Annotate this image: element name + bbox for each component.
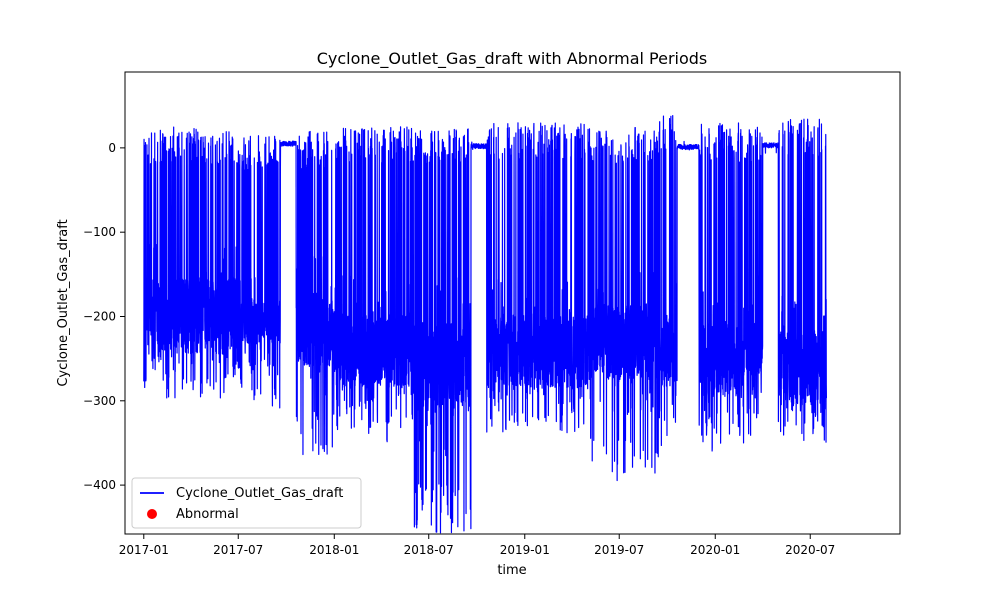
chart-title: Cyclone_Outlet_Gas_draft with Abnormal P… [317,49,708,69]
plot-frame [124,71,901,535]
legend-label-series: Cyclone_Outlet_Gas_draft [176,486,343,501]
x-tick-label: 2017-01 [119,543,169,557]
x-tick-label: 2019-07 [594,543,644,557]
x-tick-label: 2017-07 [213,543,263,557]
legend-label-abnormal: Abnormal [176,507,239,522]
series-group [143,115,828,534]
y-axis: 0 −100 −200 −300 −400 [83,141,125,492]
y-tick-label: 0 [108,141,116,155]
x-tick-label: 2018-01 [309,543,359,557]
legend-marker-abnormal [147,509,157,519]
legend-box [131,477,362,529]
y-tick-label: −100 [83,225,116,239]
y-tick-label: −300 [83,394,116,408]
x-tick-label: 2020-01 [690,543,740,557]
y-tick-label: −200 [83,309,116,323]
series-line-cyclone-outlet-gas-draft [143,115,828,534]
x-tick-label: 2020-07 [785,543,835,557]
y-tick-label: −400 [83,478,116,492]
x-tick-label: 2019-01 [500,543,550,557]
legend: Cyclone_Outlet_Gas_draft Abnormal [131,477,362,529]
y-axis-label: Cyclone_Outlet_Gas_draft [56,219,71,386]
x-tick-label: 2018-07 [404,543,454,557]
x-axis: 2017-01 2017-07 2018-01 2018-07 2019-01 2019-… [119,534,835,557]
x-axis-label: time [497,563,526,578]
